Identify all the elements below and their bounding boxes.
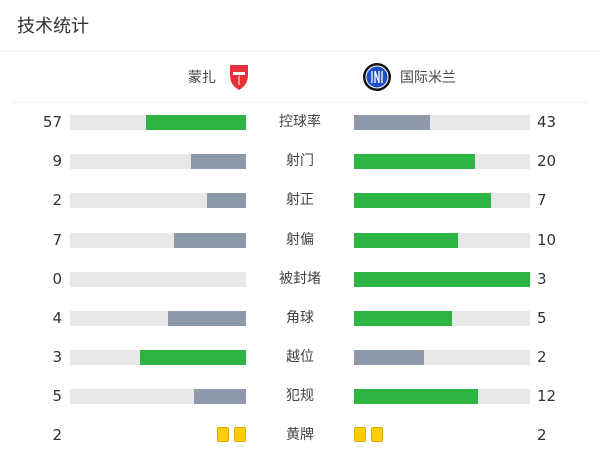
home-bar-fill xyxy=(206,193,246,209)
away-bar xyxy=(354,271,530,287)
home-bar-fill xyxy=(167,311,246,326)
away-value: 12 xyxy=(537,387,557,406)
page-title: 技术统计 xyxy=(17,16,89,37)
away-value: 43 xyxy=(537,113,557,131)
away-bar-fill xyxy=(354,154,476,170)
home-bar-fill xyxy=(140,350,246,366)
stat-label: 角球 xyxy=(286,310,314,326)
away-bar-fill xyxy=(354,389,479,405)
home-value: 3 xyxy=(52,348,62,367)
home-value: 4 xyxy=(52,309,62,327)
yellow-card-icon xyxy=(217,427,229,442)
away-value: 5 xyxy=(537,309,547,327)
away-bar xyxy=(354,311,530,326)
stat-row: 9 射门 20 xyxy=(0,151,600,171)
home-value: 9 xyxy=(52,152,62,171)
stat-row: 2 射正 7 xyxy=(0,190,600,210)
stat-label: 射门 xyxy=(286,153,314,170)
away-bar-fill xyxy=(354,271,530,287)
home-bar xyxy=(70,154,246,170)
away-bar xyxy=(354,389,530,405)
home-team-name: 蒙扎 xyxy=(188,70,216,86)
stat-label: 控球率 xyxy=(279,114,321,130)
yellow-card-icon xyxy=(354,427,366,442)
away-bar xyxy=(354,193,530,209)
yellow-card-icon xyxy=(371,427,383,442)
inter-crest-icon xyxy=(363,63,391,91)
away-bar xyxy=(354,232,530,248)
stat-label: 被封堵 xyxy=(279,270,321,287)
divider xyxy=(0,51,600,52)
home-bar xyxy=(70,311,246,326)
home-value: 7 xyxy=(52,230,62,249)
home-value: 5 xyxy=(52,387,62,406)
stat-label: 越位 xyxy=(286,349,314,366)
away-bar-fill xyxy=(354,350,425,366)
away-value: 3 xyxy=(537,269,547,288)
monza-crest-icon xyxy=(230,65,248,90)
stat-row: 3 越位 2 xyxy=(0,347,600,367)
away-value: 10 xyxy=(537,230,557,249)
stat-label: 射偏 xyxy=(286,231,314,248)
home-team: 蒙扎 xyxy=(188,62,250,92)
stat-row: 57 控球率 43 xyxy=(0,112,600,132)
home-value: 0 xyxy=(52,269,62,288)
away-bar-fill xyxy=(354,311,452,326)
home-yellow-cards xyxy=(217,427,246,442)
away-team-name: 国际米兰 xyxy=(400,70,456,86)
away-value: 2 xyxy=(537,426,547,444)
away-bar xyxy=(354,154,530,170)
away-value: 7 xyxy=(537,191,547,210)
home-bar xyxy=(70,350,246,366)
home-bar-fill xyxy=(191,154,246,170)
away-team: 国际米兰 xyxy=(362,62,456,92)
home-bar xyxy=(70,193,246,209)
stat-row: 0 被封堵 3 xyxy=(0,269,600,289)
stat-label: 犯规 xyxy=(286,388,314,405)
stat-label: 射正 xyxy=(286,192,314,209)
away-value: 2 xyxy=(537,348,547,367)
home-bar xyxy=(70,232,246,248)
home-bar-fill xyxy=(173,232,246,248)
home-bar xyxy=(70,271,246,287)
home-value: 2 xyxy=(52,191,62,210)
divider xyxy=(12,102,588,103)
stat-row: 5 犯规 12 xyxy=(0,386,600,406)
home-bar xyxy=(70,115,246,130)
away-bar-fill xyxy=(354,193,491,209)
home-bar-fill xyxy=(145,115,246,130)
away-bar xyxy=(354,115,530,130)
home-value: 2 xyxy=(52,426,62,444)
away-value: 20 xyxy=(537,152,557,171)
home-value: 57 xyxy=(42,113,62,131)
home-bar-fill xyxy=(194,389,246,405)
yellow-card-icon xyxy=(234,427,246,442)
stat-row: 7 射偏 10 xyxy=(0,230,600,250)
stat-label: 黄牌 xyxy=(286,427,314,443)
away-bar xyxy=(354,350,530,366)
stat-row-yellow-cards: 2 黄牌 2 xyxy=(0,425,600,445)
away-bar-fill xyxy=(354,232,458,248)
home-bar xyxy=(70,389,246,405)
away-bar-fill xyxy=(354,115,430,130)
stat-row: 4 角球 5 xyxy=(0,308,600,328)
away-yellow-cards xyxy=(354,427,383,442)
